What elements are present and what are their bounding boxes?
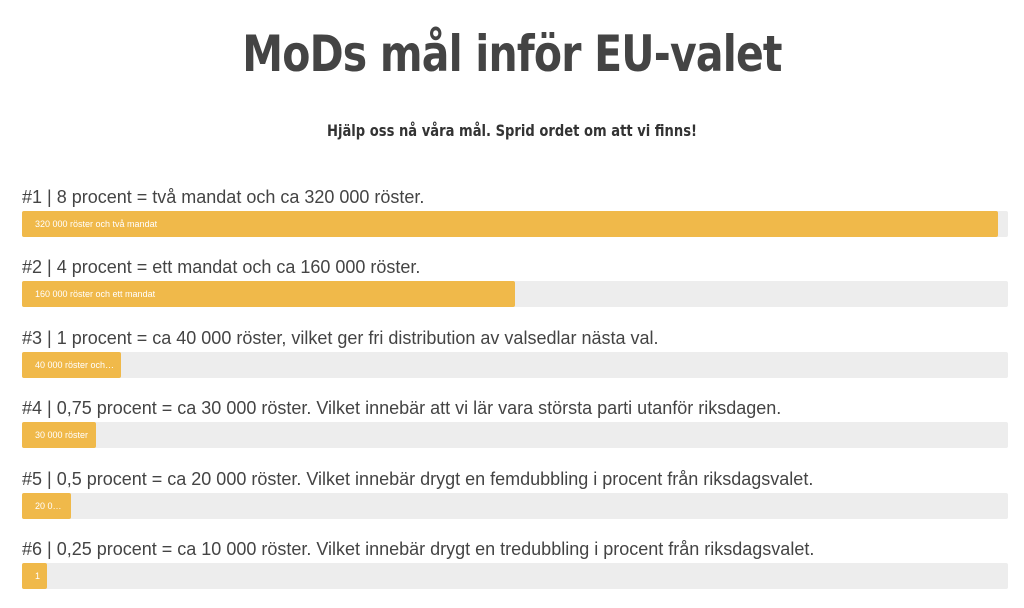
progress-bar: 20 000 röster (22, 492, 1008, 519)
progress-bar: 160 000 röster och ett mandat (22, 281, 1008, 308)
goal-heading: #4 | 0,75 procent = ca 30 000 röster. Vi… (22, 398, 782, 419)
progress-bar: 320 000 röster och två mandat (22, 211, 1008, 237)
goal-item: #4 | 0,75 procent = ca 30 000 röster. Vi… (22, 396, 1008, 466)
goal-item: #5 | 0,5 procent = ca 20 000 röster. Vil… (22, 467, 1008, 537)
goal-item: #1 | 8 procent = två mandat och ca 320 0… (22, 185, 1008, 255)
goal-item: #2 | 4 procent = ett mandat och ca 160 0… (22, 255, 1008, 325)
progress-label: 10 000 röster (35, 570, 41, 581)
progress-bar: 10 000 röster (22, 562, 1008, 589)
goal-heading: #1 | 8 procent = två mandat och ca 320 0… (22, 187, 425, 207)
progress-bar: 40 000 röster och fri distribution (22, 351, 1008, 378)
goal-heading: #5 | 0,5 procent = ca 20 000 röster. Vil… (22, 468, 814, 489)
progress-label: 20 000 röster (35, 500, 65, 511)
progress-bar: 30 000 röster (22, 422, 1008, 449)
progress-fill: 160 000 röster och ett mandat (22, 281, 515, 308)
progress-fill: 320 000 röster och två mandat (22, 211, 999, 237)
page-subtitle: Hjälp oss nå våra mål. Sprid ordet om at… (326, 121, 698, 140)
progress-label: 30 000 röster (35, 430, 89, 441)
page-title: MoDs mål inför EU-valet (242, 25, 782, 83)
progress-label: 40 000 röster och fri distribution (35, 359, 115, 370)
progress-fill: 40 000 röster och fri distribution (22, 351, 121, 378)
progress-label: 320 000 röster och två mandat (35, 219, 158, 229)
goal-heading: #6 | 0,25 procent = ca 10 000 röster. Vi… (22, 538, 815, 559)
goals-list: #1 | 8 procent = två mandat och ca 320 0… (22, 185, 1008, 607)
progress-fill: 30 000 röster (22, 422, 96, 449)
goal-heading: #2 | 4 procent = ett mandat och ca 160 0… (22, 257, 421, 278)
progress-label: 160 000 röster och ett mandat (35, 289, 156, 300)
goal-heading: #3 | 1 procent = ca 40 000 röster, vilke… (22, 327, 659, 348)
goal-item: #6 | 0,25 procent = ca 10 000 röster. Vi… (22, 537, 1008, 607)
goal-item: #3 | 1 procent = ca 40 000 röster, vilke… (22, 326, 1008, 396)
progress-fill: 20 000 röster (22, 492, 72, 519)
progress-fill: 10 000 röster (22, 562, 47, 589)
